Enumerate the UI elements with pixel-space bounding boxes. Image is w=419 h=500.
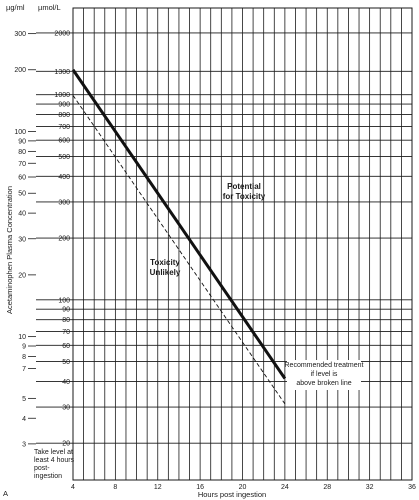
- left-tick-label: 300: [14, 31, 26, 38]
- left-tick-label: 50: [18, 191, 26, 198]
- y-axis-label: Acetaminophen Plasma Concentration: [5, 186, 14, 314]
- right-tick-label: 900: [58, 102, 70, 109]
- x-tick-label: 4: [71, 484, 75, 491]
- x-tick-label: 36: [408, 484, 416, 491]
- left-tick-label: 30: [18, 236, 26, 243]
- left-tick-label: 7: [22, 366, 26, 373]
- region-label-unlikely-line2: Unlikely: [150, 268, 181, 277]
- right-tick-label: 2000: [54, 30, 70, 37]
- left-tick-label: 4: [22, 416, 26, 423]
- treatment-note-box: [287, 360, 361, 390]
- left-tick-label: 100: [14, 129, 26, 136]
- left-tick-label: 80: [18, 149, 26, 156]
- treatment-note-line2: if level is: [311, 371, 338, 378]
- nomogram-line-solid: [71, 68, 287, 380]
- x-tick-label: 12: [154, 484, 162, 491]
- left-tick-label: 20: [18, 272, 26, 279]
- right-tick-label: 1000: [54, 92, 70, 99]
- left-tick-label: 3: [22, 441, 26, 448]
- take-level-note-line1: Take level at: [34, 449, 73, 456]
- x-tick-label: 20: [239, 484, 247, 491]
- right-tick-label: 60: [62, 343, 70, 350]
- region-label-toxicity-line1: Potential: [227, 182, 261, 191]
- x-tick-label: 16: [196, 484, 204, 491]
- region-label-toxicity-line2: for Toxicity: [223, 192, 266, 201]
- treatment-line-dashed: [72, 95, 286, 405]
- left-unit-label: µg/ml: [6, 3, 25, 12]
- right-tick-label: 500: [58, 154, 70, 161]
- left-tick-label: 5: [22, 396, 26, 403]
- left-tick-label: 200: [14, 67, 26, 74]
- right-tick-label: 700: [58, 124, 70, 131]
- region-label-unlikely-line1: Toxicity: [150, 258, 180, 267]
- chart-lines: [71, 68, 287, 405]
- treatment-note-line1: Recommended treatment: [285, 362, 364, 369]
- tick-labels: 2000 1300 1000 900 800 700 600 500 400 300 200 100 9…: [14, 30, 416, 491]
- right-tick-label: 600: [58, 138, 70, 145]
- left-tick-label: 90: [18, 138, 26, 145]
- right-tick-label: 100: [58, 297, 70, 304]
- plot-frame: [72, 7, 413, 481]
- take-level-note-line4: ingestion: [34, 473, 62, 480]
- right-tick-label: 300: [58, 199, 70, 206]
- grid-lines: [28, 8, 413, 480]
- x-tick-label: 8: [113, 484, 117, 491]
- right-tick-label: 800: [58, 112, 70, 119]
- take-level-note-line2: least 4 hours: [34, 457, 75, 464]
- left-tick-label: 9: [22, 344, 26, 351]
- right-tick-label: 200: [58, 236, 70, 243]
- right-tick-label: 40: [62, 379, 70, 386]
- x-tick-label: 28: [323, 484, 331, 491]
- left-tick-label: 8: [22, 354, 26, 361]
- right-tick-label: 50: [62, 359, 70, 366]
- right-tick-label: 1300: [54, 69, 70, 76]
- left-tick-label: 40: [18, 211, 26, 218]
- left-tick-label: 60: [18, 175, 26, 182]
- right-tick-label: 30: [62, 405, 70, 412]
- left-tick-label: 10: [18, 334, 26, 341]
- x-tick-label: 32: [366, 484, 374, 491]
- right-tick-label: 20: [62, 441, 70, 448]
- treatment-note-line3: above broken line: [296, 380, 351, 387]
- right-tick-label: 70: [62, 329, 70, 336]
- right-tick-label: 400: [58, 174, 70, 181]
- left-tick-label: 70: [18, 161, 26, 168]
- x-axis-label: Hours post ingestion: [198, 490, 266, 499]
- right-tick-label: 90: [62, 307, 70, 314]
- right-tick-label: 80: [62, 317, 70, 324]
- panel-letter: A: [3, 489, 8, 498]
- x-tick-label: 24: [281, 484, 289, 491]
- right-unit-label: µmol/L: [38, 3, 61, 12]
- take-level-note-line3: post-: [34, 465, 50, 472]
